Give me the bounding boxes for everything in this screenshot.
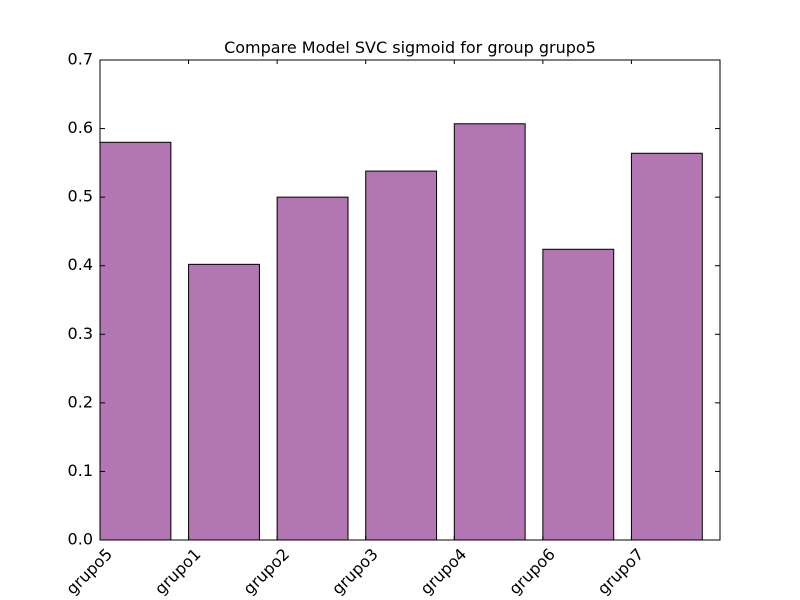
bars-layer bbox=[99, 123, 703, 541]
bar-grupo5 bbox=[99, 141, 172, 541]
bar-grupo6 bbox=[542, 248, 615, 541]
y-tick-label: 0.3 bbox=[68, 324, 93, 343]
bar-grupo7 bbox=[630, 152, 703, 541]
bar-grupo3 bbox=[365, 170, 438, 541]
y-tick-label: 0.0 bbox=[68, 530, 93, 549]
y-tick-label: 0.4 bbox=[68, 255, 93, 274]
y-tick-label: 0.2 bbox=[68, 392, 93, 411]
y-tick-label: 0.5 bbox=[68, 187, 93, 206]
y-tick-label: 0.6 bbox=[68, 118, 93, 137]
bar-grupo1 bbox=[188, 263, 260, 541]
y-tick-label: 0.1 bbox=[68, 461, 93, 480]
chart-title: Compare Model SVC sigmoid for group grup… bbox=[224, 38, 596, 57]
y-tick-label: 0.7 bbox=[68, 50, 93, 69]
bar-grupo4 bbox=[453, 123, 526, 541]
bar-grupo2 bbox=[276, 196, 349, 541]
plot-frame bbox=[99, 59, 721, 541]
